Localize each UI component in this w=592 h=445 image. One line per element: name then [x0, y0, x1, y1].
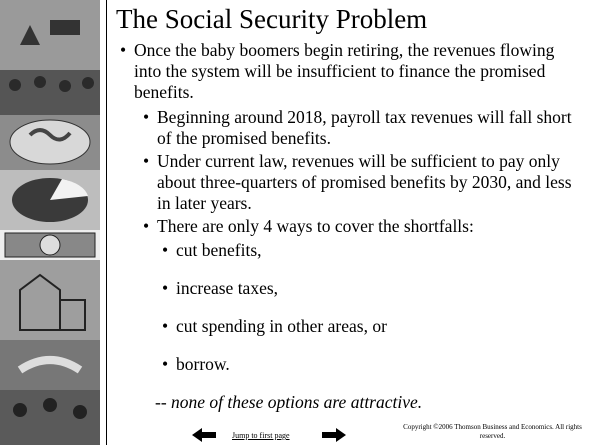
sub-bullet: Beginning around 2018, payroll tax reven…	[157, 107, 577, 149]
sub-bullet: There are only 4 ways to cover the short…	[157, 216, 577, 237]
slide: The Social Security Problem Once the bab…	[0, 0, 592, 445]
sub-sub-bullet: cut benefits,	[176, 240, 262, 261]
sub-sub-bullet: borrow.	[176, 354, 230, 375]
copyright: Copyright ©2006 Thomson Business and Eco…	[395, 423, 590, 441]
jump-link[interactable]: Jump to first page	[232, 431, 290, 440]
sub-sub-bullet: increase taxes,	[176, 278, 278, 299]
sub-bullet: Under current law, revenues will be suff…	[157, 151, 577, 214]
bullet: Once the baby boomers begin retiring, th…	[134, 40, 574, 103]
prev-arrow[interactable]	[192, 428, 216, 442]
slide-title: The Social Security Problem	[116, 4, 427, 35]
sub-sub-bullet: cut spending in other areas, or	[176, 316, 387, 337]
next-arrow[interactable]	[322, 428, 346, 442]
divider	[106, 0, 107, 445]
note: -- none of these options are attractive.	[155, 392, 422, 413]
sidebar-images	[0, 0, 100, 445]
